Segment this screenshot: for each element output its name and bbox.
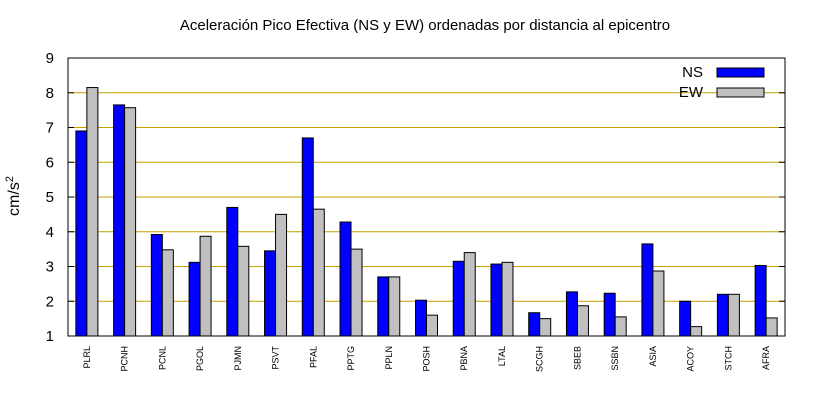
chart-title: Aceleración Pico Efectiva (NS y EW) orde… — [180, 17, 670, 34]
y-tick-label-5: 5 — [46, 189, 54, 206]
x-tick-label-ltal: LTAL — [497, 346, 507, 366]
bar-ew-ltal — [501, 261, 514, 337]
legend-swatch-ew — [716, 87, 765, 98]
bar-ew-afra — [765, 317, 778, 337]
bar-ns-acoy — [679, 300, 692, 337]
x-tick-label-afra: AFRA — [761, 346, 771, 370]
bar-ew-posh — [426, 314, 438, 337]
x-tick-label-pptg: PPTG — [346, 346, 356, 371]
x-tick-label-pbna: PBNA — [459, 346, 469, 371]
x-tick-label-acoy: ACOY — [686, 346, 696, 372]
bars — [75, 87, 778, 337]
bar-ew-pcnl — [161, 249, 174, 337]
legend-swatch-ns — [716, 67, 765, 78]
bar-ns-pfal — [301, 137, 314, 337]
bar-ew-stch — [727, 293, 740, 337]
bar-ew-pjmn — [237, 245, 250, 337]
bar-ew-pfal — [312, 208, 325, 337]
bar-ew-pcnh — [124, 107, 137, 337]
bar-ew-sbeb — [576, 305, 589, 337]
bar-ns-afra — [754, 264, 767, 337]
x-tick-label-pcnl: PCNL — [157, 346, 167, 370]
y-tick-label-3: 3 — [46, 259, 54, 276]
x-tick-label-ppln: PPLN — [384, 346, 394, 370]
bar-ns-ssbn — [603, 292, 616, 337]
y-tick-label-4: 4 — [46, 224, 54, 241]
bar-ns-pcnl — [150, 234, 163, 337]
bar-ew-scgh — [539, 318, 552, 337]
bar-ew-ssbn — [614, 316, 627, 337]
y-axis: 1 2 3 4 5 6 7 8 9 — [46, 50, 785, 345]
bar-ns-sbeb — [565, 291, 578, 337]
bar-ns-pgol — [188, 261, 201, 337]
bar-ew-ppln — [388, 276, 401, 337]
bar-ns-stch — [716, 293, 729, 337]
bar-ns-pbna — [452, 260, 465, 337]
y-tick-label-1: 1 — [46, 328, 54, 345]
x-tick-label-posh: POSH — [422, 346, 432, 372]
y-axis-label: cm/s2 — [4, 176, 23, 216]
bar-ns-posh — [415, 299, 427, 337]
bar-ns-ppln — [377, 276, 390, 337]
x-tick-label-stch: STCH — [723, 346, 733, 371]
bar-ns-pcnh — [113, 104, 126, 337]
x-axis: PLRL PCNH PCNL PGOL PJMN PSVT PFAL PPTG PPLN POSH… — [82, 346, 771, 373]
bar-ns-asia — [641, 243, 654, 337]
x-tick-label-ssbn: SSBN — [610, 346, 620, 371]
legend-label-ns: NS — [682, 64, 703, 81]
y-axis-label-exponent: 2 — [4, 176, 16, 182]
y-tick-label-8: 8 — [46, 85, 54, 102]
y-tick-label-6: 6 — [46, 154, 54, 171]
x-tick-label-psvt: PSVT — [271, 346, 281, 370]
x-tick-label-sbeb: SBEB — [572, 346, 582, 370]
x-tick-label-pcnh: PCNH — [120, 346, 130, 372]
x-tick-label-pjmn: PJMN — [233, 346, 243, 371]
bar-ew-pbna — [463, 252, 476, 337]
x-tick-label-plrl: PLRL — [82, 346, 92, 369]
x-tick-label-asia: ASIA — [648, 346, 658, 367]
bar-ns-ltal — [490, 263, 503, 337]
legend: NS EW — [679, 64, 765, 101]
bar-ns-psvt — [264, 250, 277, 337]
bar-ew-pptg — [350, 248, 363, 337]
y-axis-label-unit: cm/s — [6, 182, 23, 216]
bar-ew-asia — [652, 270, 665, 337]
bar-ns-pptg — [339, 221, 352, 337]
x-tick-label-pfal: PFAL — [308, 346, 318, 368]
gridlines — [68, 92, 785, 302]
y-tick-label-9: 9 — [46, 50, 54, 67]
bar-ns-plrl — [75, 130, 88, 337]
legend-label-ew: EW — [679, 84, 704, 101]
x-tick-label-pgol: PGOL — [195, 346, 205, 371]
bar-ew-pgol — [199, 235, 212, 337]
bar-ns-pjmn — [226, 206, 239, 337]
y-tick-label-7: 7 — [46, 120, 54, 137]
bar-ew-plrl — [86, 87, 99, 337]
bar-ew-acoy — [690, 326, 703, 337]
y-tick-label-2: 2 — [46, 293, 54, 310]
x-tick-label-scgh: SCGH — [535, 346, 545, 372]
bar-ew-psvt — [275, 213, 288, 337]
bar-ns-scgh — [528, 312, 541, 337]
